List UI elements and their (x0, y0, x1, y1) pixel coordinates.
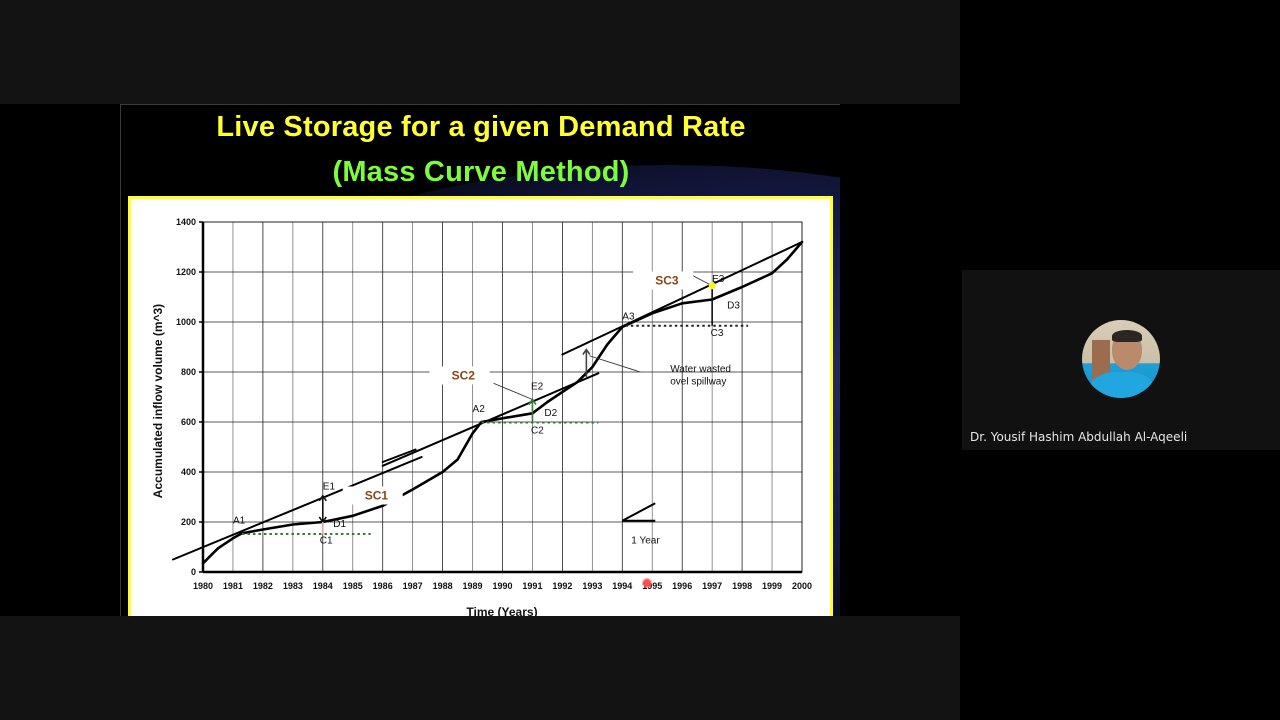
chart-axes: 1980 1981 1982 1983 1984 1985 1986 1987 1988 1989… (176, 217, 812, 591)
leader-line (589, 355, 641, 373)
y-tick-label: 800 (181, 367, 196, 377)
point-label: Water wasted (670, 364, 731, 375)
y-tick-label: 1200 (176, 267, 196, 277)
x-tick-label: 2000 (792, 581, 812, 591)
x-tick-label: 1995 (642, 581, 662, 591)
chart-frame: 1980 1981 1982 1983 1984 1985 1986 1987 1988 1989… (128, 196, 833, 616)
x-axis-label: Time (Years) (466, 605, 537, 616)
y-tick-label: 1000 (176, 317, 196, 327)
point-label: 1 Year (631, 535, 660, 546)
x-tick-label: 1980 (193, 581, 213, 591)
demand-line (172, 456, 423, 561)
demand-line (561, 241, 803, 356)
label-background (429, 366, 490, 385)
point-label: A1 (233, 515, 246, 526)
mass-curve-chart: 1980 1981 1982 1983 1984 1985 1986 1987 1988 1989… (151, 217, 812, 616)
arrowhead-icon (318, 494, 327, 502)
x-tick-label: 1981 (223, 581, 243, 591)
x-tick-label: 1996 (672, 581, 692, 591)
x-tick-label: 1986 (373, 581, 393, 591)
leader-line (493, 382, 533, 400)
x-tick-label: 1988 (433, 581, 453, 591)
x-tick-label: 1998 (732, 581, 752, 591)
demand-line (381, 448, 417, 463)
point-label: D2 (544, 408, 557, 419)
highlight-marker (708, 282, 716, 290)
point-label: D1 (333, 519, 346, 530)
point-label: D3 (727, 300, 740, 311)
x-tick-label: 1989 (463, 581, 483, 591)
share-bottom-band (0, 616, 960, 720)
point-label: C2 (531, 425, 544, 436)
participant-tile[interactable]: Dr. Yousif Hashim Abdullah Al-Aqeeli (962, 270, 1280, 450)
x-tick-label: 1991 (522, 581, 542, 591)
share-top-band (0, 0, 960, 104)
laser-pointer-icon (642, 578, 652, 588)
x-tick-label: 1983 (283, 581, 303, 591)
slide-subtitle: (Mass Curve Method) (332, 156, 630, 188)
label-background (342, 486, 403, 505)
x-tick-label: 1990 (492, 581, 512, 591)
scale-slope (621, 502, 656, 522)
point-label: A2 (473, 404, 486, 415)
x-tick-label: 1992 (552, 581, 572, 591)
x-tick-label: 1985 (343, 581, 363, 591)
arrowhead-icon (582, 348, 591, 355)
point-label: C3 (711, 328, 724, 339)
participant-avatar (1082, 320, 1160, 398)
point-label: E1 (323, 482, 336, 493)
y-tick-label: 400 (181, 467, 196, 477)
avatar-shirt (1090, 372, 1154, 398)
participant-name: Dr. Yousif Hashim Abdullah Al-Aqeeli (970, 430, 1188, 444)
x-tick-label: 1994 (612, 581, 632, 591)
storage-capacity-label: SC2 (452, 369, 476, 383)
x-tick-label: 1999 (762, 581, 782, 591)
y-tick-label: 0 (191, 567, 196, 577)
point-label: ovel spillway (670, 377, 726, 388)
demand-line (381, 372, 600, 467)
slide-title: Live Storage for a given Demand Rate (216, 111, 746, 143)
storage-capacity-label: SC3 (655, 274, 679, 288)
point-label: C1 (320, 535, 333, 546)
point-label: E2 (531, 382, 544, 393)
x-tick-label: 1993 (582, 581, 602, 591)
x-tick-label: 1997 (702, 581, 722, 591)
storage-capacity-label: SC1 (365, 489, 389, 503)
point-label: E3 (712, 274, 725, 285)
y-tick-label: 600 (181, 417, 196, 427)
label-background (633, 271, 694, 290)
point-label: A3 (622, 312, 635, 323)
x-tick-label: 1982 (253, 581, 273, 591)
avatar-background-door (1092, 340, 1110, 382)
y-tick-label: 1400 (176, 217, 196, 227)
presentation-slide: Live Storage for a given Demand Rate (Ma… (120, 104, 840, 616)
x-tick-label: 1987 (403, 581, 423, 591)
y-tick-label: 200 (181, 517, 196, 527)
avatar-hair (1112, 330, 1142, 342)
y-axis-label: Accumulated inflow volume (m^3) (151, 304, 165, 498)
chart-series (172, 240, 804, 565)
mass-curve-line (201, 240, 804, 565)
screen-share-area: Live Storage for a given Demand Rate (Ma… (0, 0, 960, 720)
x-tick-label: 1984 (313, 581, 333, 591)
